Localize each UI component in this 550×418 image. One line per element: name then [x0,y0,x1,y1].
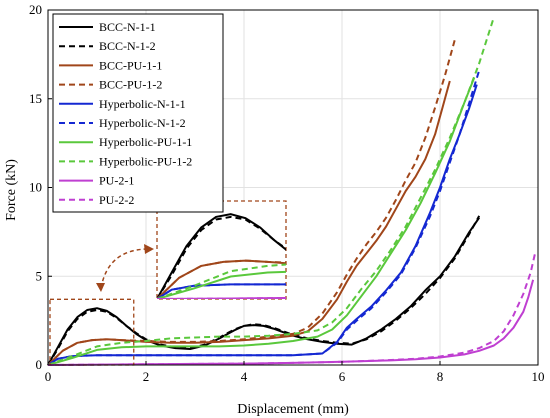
legend: BCC-N-1-1 BCC-N-1-2 BCC-PU-1-1 BCC-PU-1-2 Hy… [52,13,224,213]
y-tick-label: 15 [29,91,42,106]
axes: 0 2 4 6 8 10 0 5 10 15 20 [29,2,545,384]
series-line-PU-2-2 [47,251,537,366]
x-tick-label: 8 [437,369,444,384]
legend-label: BCC-PU-1-2 [99,78,162,92]
y-axis-title: Force (kN) [4,159,19,221]
series-line-PU-2-1 [47,279,535,366]
series-line-Hyperbolic-N-1-2 [47,70,481,366]
series-line-BCC-N-1-2 [47,215,481,366]
x-tick-label: 0 [45,369,52,384]
legend-label: BCC-N-1-2 [99,39,156,53]
x-tick-label: 10 [532,369,545,384]
y-tick-label: 0 [36,357,43,372]
legend-label: Hyperbolic-PU-1-2 [99,154,192,168]
legend-label: BCC-PU-1-1 [99,58,162,72]
inset-series-Hyperbolic-PU-1-1 [157,270,286,299]
series-line-Hyperbolic-PU-1-1 [47,77,476,366]
zoom-inset-plot [157,213,286,299]
y-tick-label: 5 [36,268,43,283]
x-tick-label: 4 [241,369,248,384]
series-line-Hyperbolic-PU-1-2 [47,16,495,366]
inset-series-BCC-N-1-2 [157,215,286,299]
inset-series-Hyperbolic-N-1-2 [157,283,286,299]
legend-label: Hyperbolic-N-1-2 [99,116,186,130]
legend-label: Hyperbolic-N-1-1 [99,97,186,111]
legend-label: Hyperbolic-PU-1-1 [99,135,192,149]
zoom-inset [49,200,287,366]
x-tick-label: 6 [339,369,346,384]
legend-label: PU-2-1 [99,174,134,188]
zoom-arrowhead-down [96,283,105,292]
y-tick-label: 20 [29,2,42,17]
zoom-arrow [100,248,148,289]
inset-series-PU-2-2 [157,297,286,299]
zoom-arrowhead-right [144,244,154,254]
x-axis-title: Displacement (mm) [237,402,349,417]
legend-label: BCC-N-1-1 [99,20,156,34]
y-tick-label: 10 [29,180,42,195]
legend-label: PU-2-2 [99,193,134,207]
x-tick-label: 2 [143,369,150,384]
series-line-Hyperbolic-N-1-1 [47,84,478,366]
inset-series-BCC-PU-1-2 [157,259,286,299]
series-line-BCC-PU-1-2 [47,39,456,366]
plot-area [47,16,537,366]
